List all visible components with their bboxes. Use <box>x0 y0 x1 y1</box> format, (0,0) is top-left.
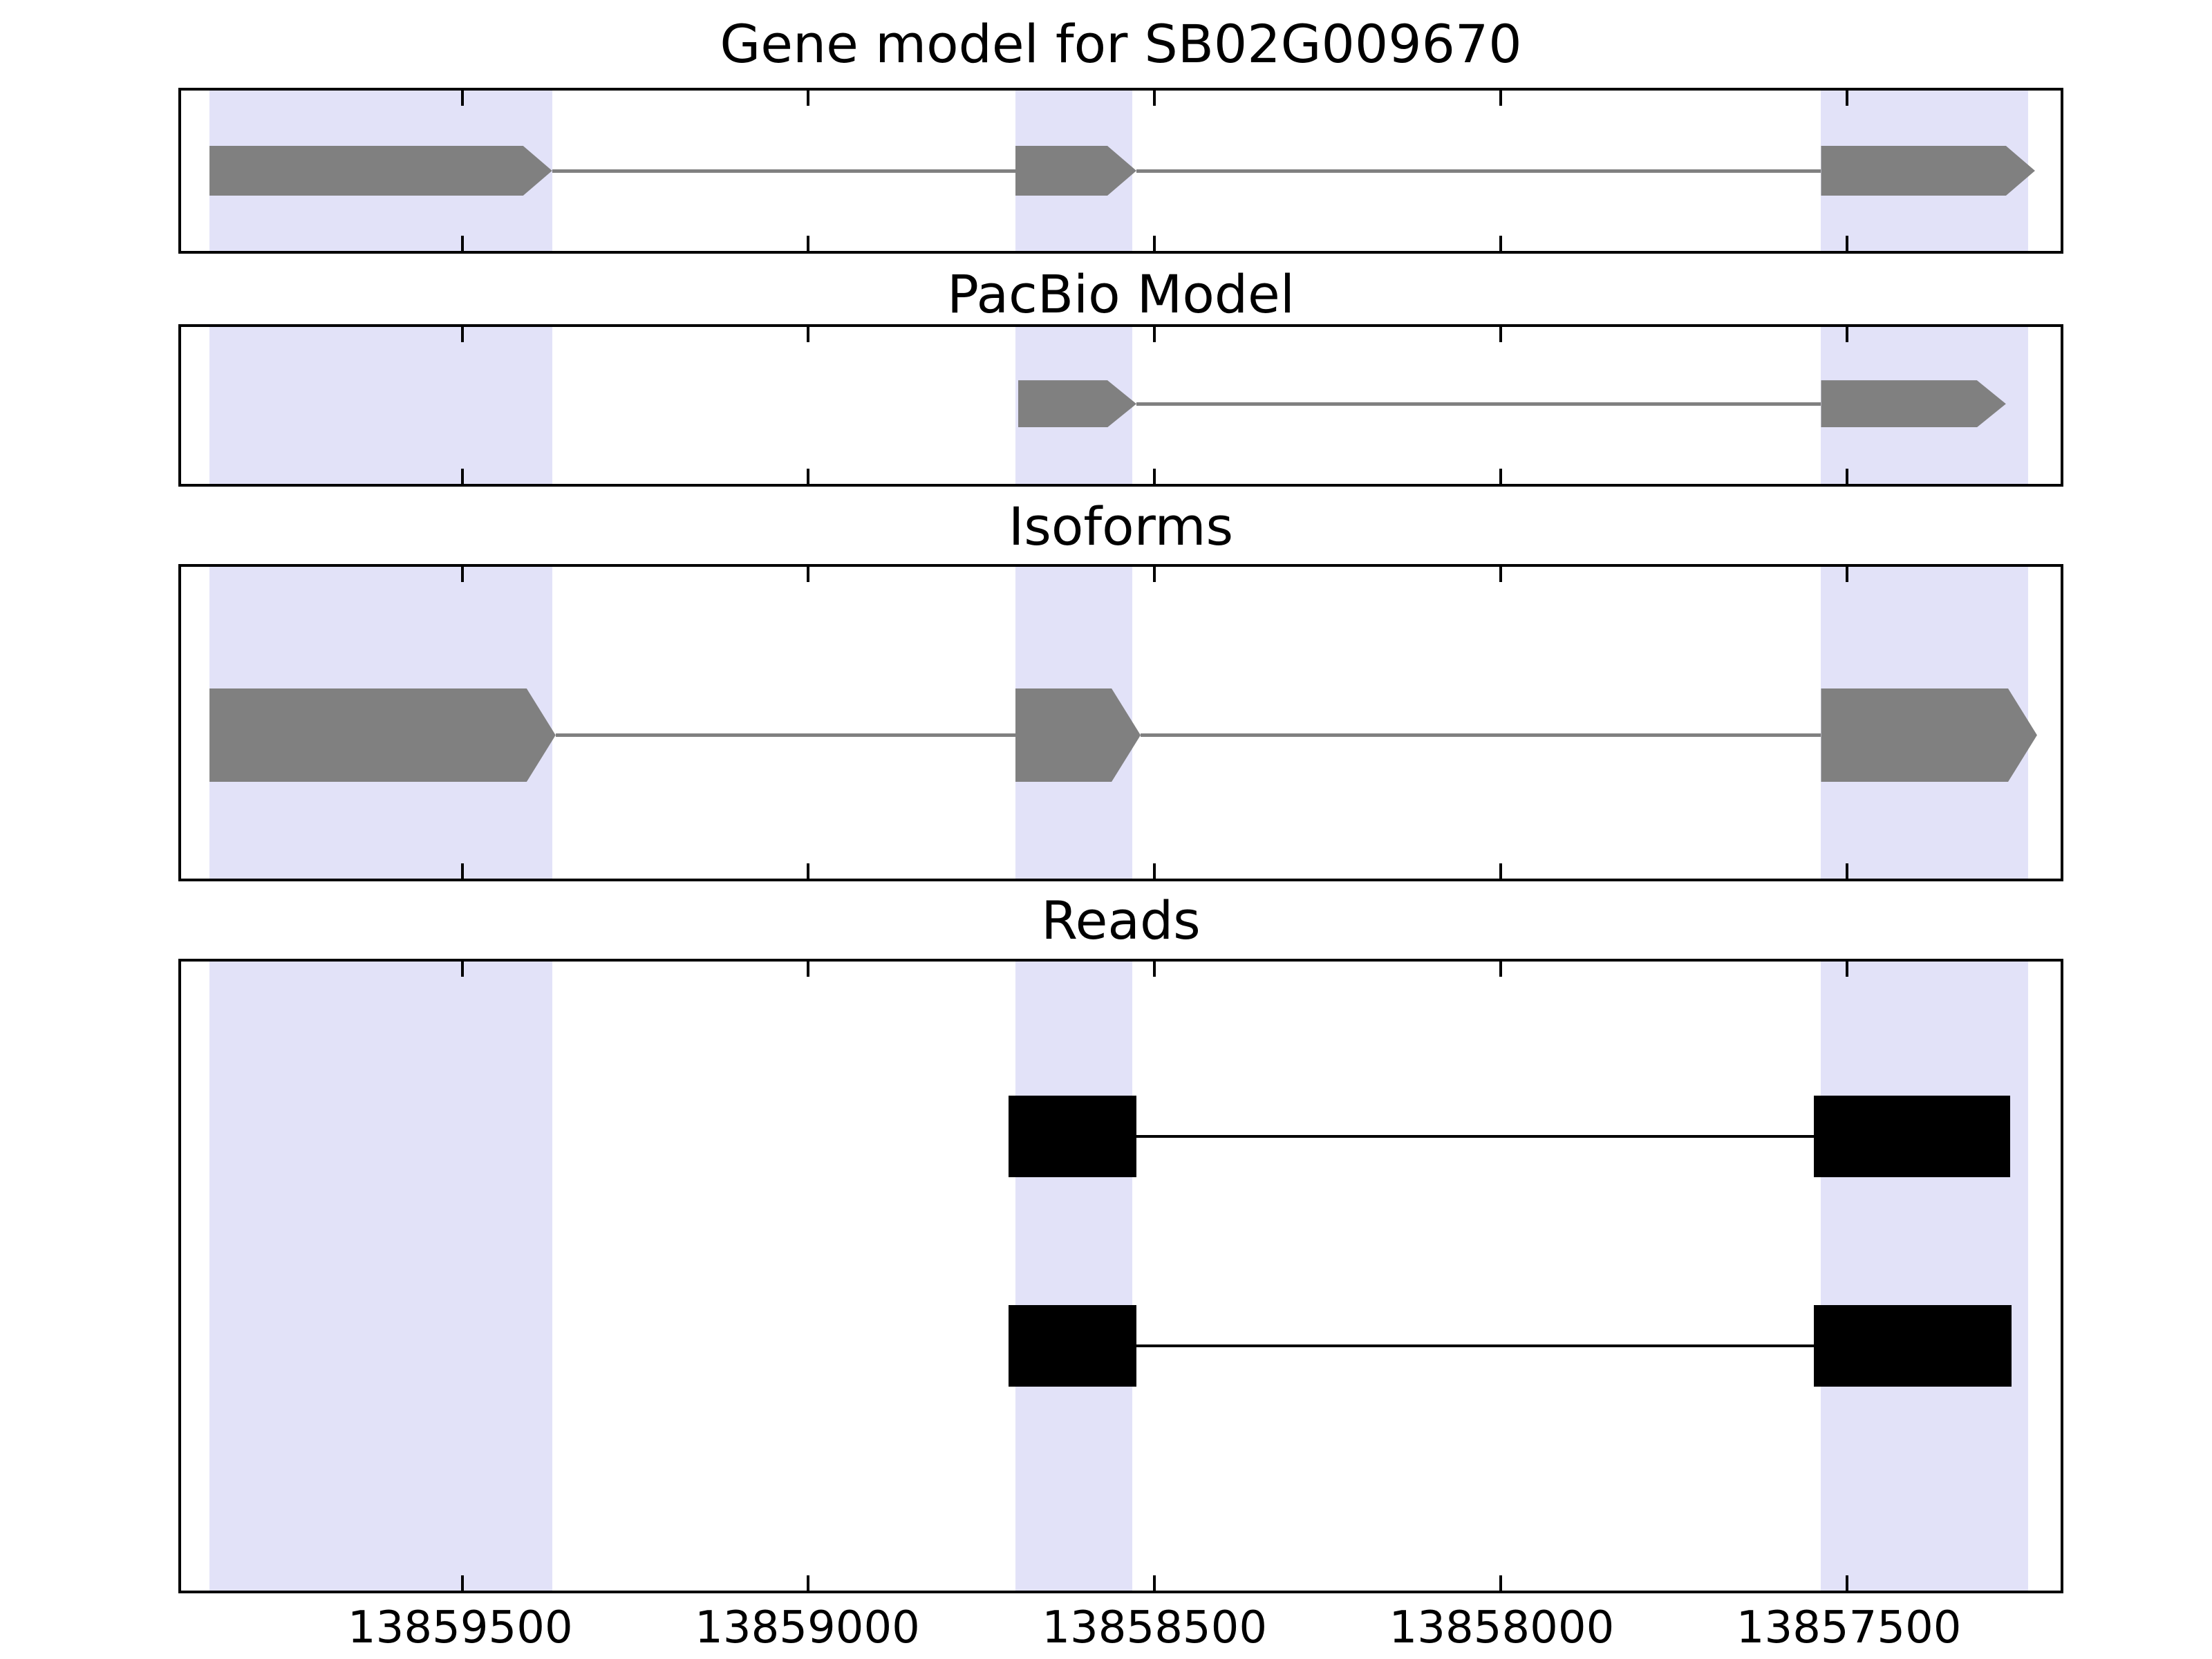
axis-tick <box>807 863 810 879</box>
intron-line <box>1136 402 1821 406</box>
axis-tick <box>1499 962 1502 977</box>
axis-tick <box>1845 567 1848 582</box>
intron-line <box>1136 1344 1815 1347</box>
axis-tick <box>1499 863 1502 879</box>
panel-reads <box>178 959 2063 1593</box>
intron-line <box>552 169 1015 173</box>
intron-line <box>1141 733 1821 738</box>
exon-arrow-block <box>1821 380 2005 427</box>
read-exon-block <box>1814 1304 2012 1387</box>
panel-gene-model <box>178 88 2063 254</box>
exon-highlight-band <box>1015 962 1132 1591</box>
x-axis-tick-label: 13859000 <box>695 1602 920 1653</box>
axis-tick <box>1499 1575 1502 1591</box>
intron-line <box>1136 169 1821 173</box>
x-axis-tick-label: 13857500 <box>1736 1602 1962 1653</box>
panel-title-reads: Reads <box>1041 890 1201 951</box>
axis-tick <box>1153 469 1156 484</box>
panel-isoforms: SB02G009670.1 <box>178 564 2063 881</box>
axis-tick <box>807 469 810 484</box>
panel-title-isoforms: Isoforms <box>1008 496 1234 557</box>
axis-tick <box>460 469 464 484</box>
axis-tick <box>807 91 810 106</box>
axis-tick <box>460 91 464 106</box>
exon-arrow-block <box>1018 380 1136 427</box>
axis-tick <box>1845 962 1848 977</box>
axis-tick <box>1499 327 1502 342</box>
panel-pacbio-model <box>178 324 2063 487</box>
axis-tick <box>807 236 810 251</box>
axis-tick <box>460 1575 464 1591</box>
x-axis-tick-label: 13859500 <box>347 1602 573 1653</box>
read-exon-block <box>1008 1304 1137 1387</box>
axis-tick <box>807 567 810 582</box>
read-exon-block <box>1008 1095 1137 1178</box>
intron-line <box>1136 1134 1815 1138</box>
exon-highlight-band <box>209 327 552 484</box>
axis-tick <box>1845 1575 1848 1591</box>
axis-tick <box>1845 236 1848 251</box>
exon-arrow-block <box>1015 146 1136 196</box>
axis-tick <box>460 567 464 582</box>
exon-highlight-band <box>1821 962 2028 1591</box>
axis-tick <box>1153 962 1156 977</box>
exon-arrow-block <box>209 146 552 196</box>
panel-title-gene-model: Gene model for SB02G009670 <box>720 13 1522 75</box>
x-axis-tick-label: 13858500 <box>1042 1602 1268 1653</box>
axis-tick <box>1153 91 1156 106</box>
exon-arrow-block <box>1821 146 2034 196</box>
x-axis-tick-label: 13858000 <box>1389 1602 1615 1653</box>
axis-tick <box>1499 236 1502 251</box>
axis-tick <box>1153 1575 1156 1591</box>
axis-tick <box>807 962 810 977</box>
axis-tick <box>1499 91 1502 106</box>
axis-tick <box>1845 91 1848 106</box>
axis-tick <box>807 1575 810 1591</box>
axis-tick <box>1845 327 1848 342</box>
axis-tick <box>1845 863 1848 879</box>
axis-tick <box>807 327 810 342</box>
axis-tick <box>460 863 464 879</box>
exon-arrow-block <box>1015 688 1141 782</box>
panel-title-pacbio-model: PacBio Model <box>947 263 1295 325</box>
axis-tick <box>1153 863 1156 879</box>
axis-tick <box>1153 327 1156 342</box>
exon-arrow-block <box>209 688 556 782</box>
intron-line <box>555 733 1015 738</box>
axis-tick <box>1845 469 1848 484</box>
read-exon-block <box>1814 1095 2010 1178</box>
axis-tick <box>1499 567 1502 582</box>
axis-tick <box>1499 469 1502 484</box>
exon-highlight-band <box>209 962 552 1591</box>
exon-arrow-block <box>1821 688 2036 782</box>
axis-tick <box>460 327 464 342</box>
axis-tick <box>460 236 464 251</box>
axis-tick <box>1153 236 1156 251</box>
axis-tick <box>1153 567 1156 582</box>
axis-tick <box>460 962 464 977</box>
